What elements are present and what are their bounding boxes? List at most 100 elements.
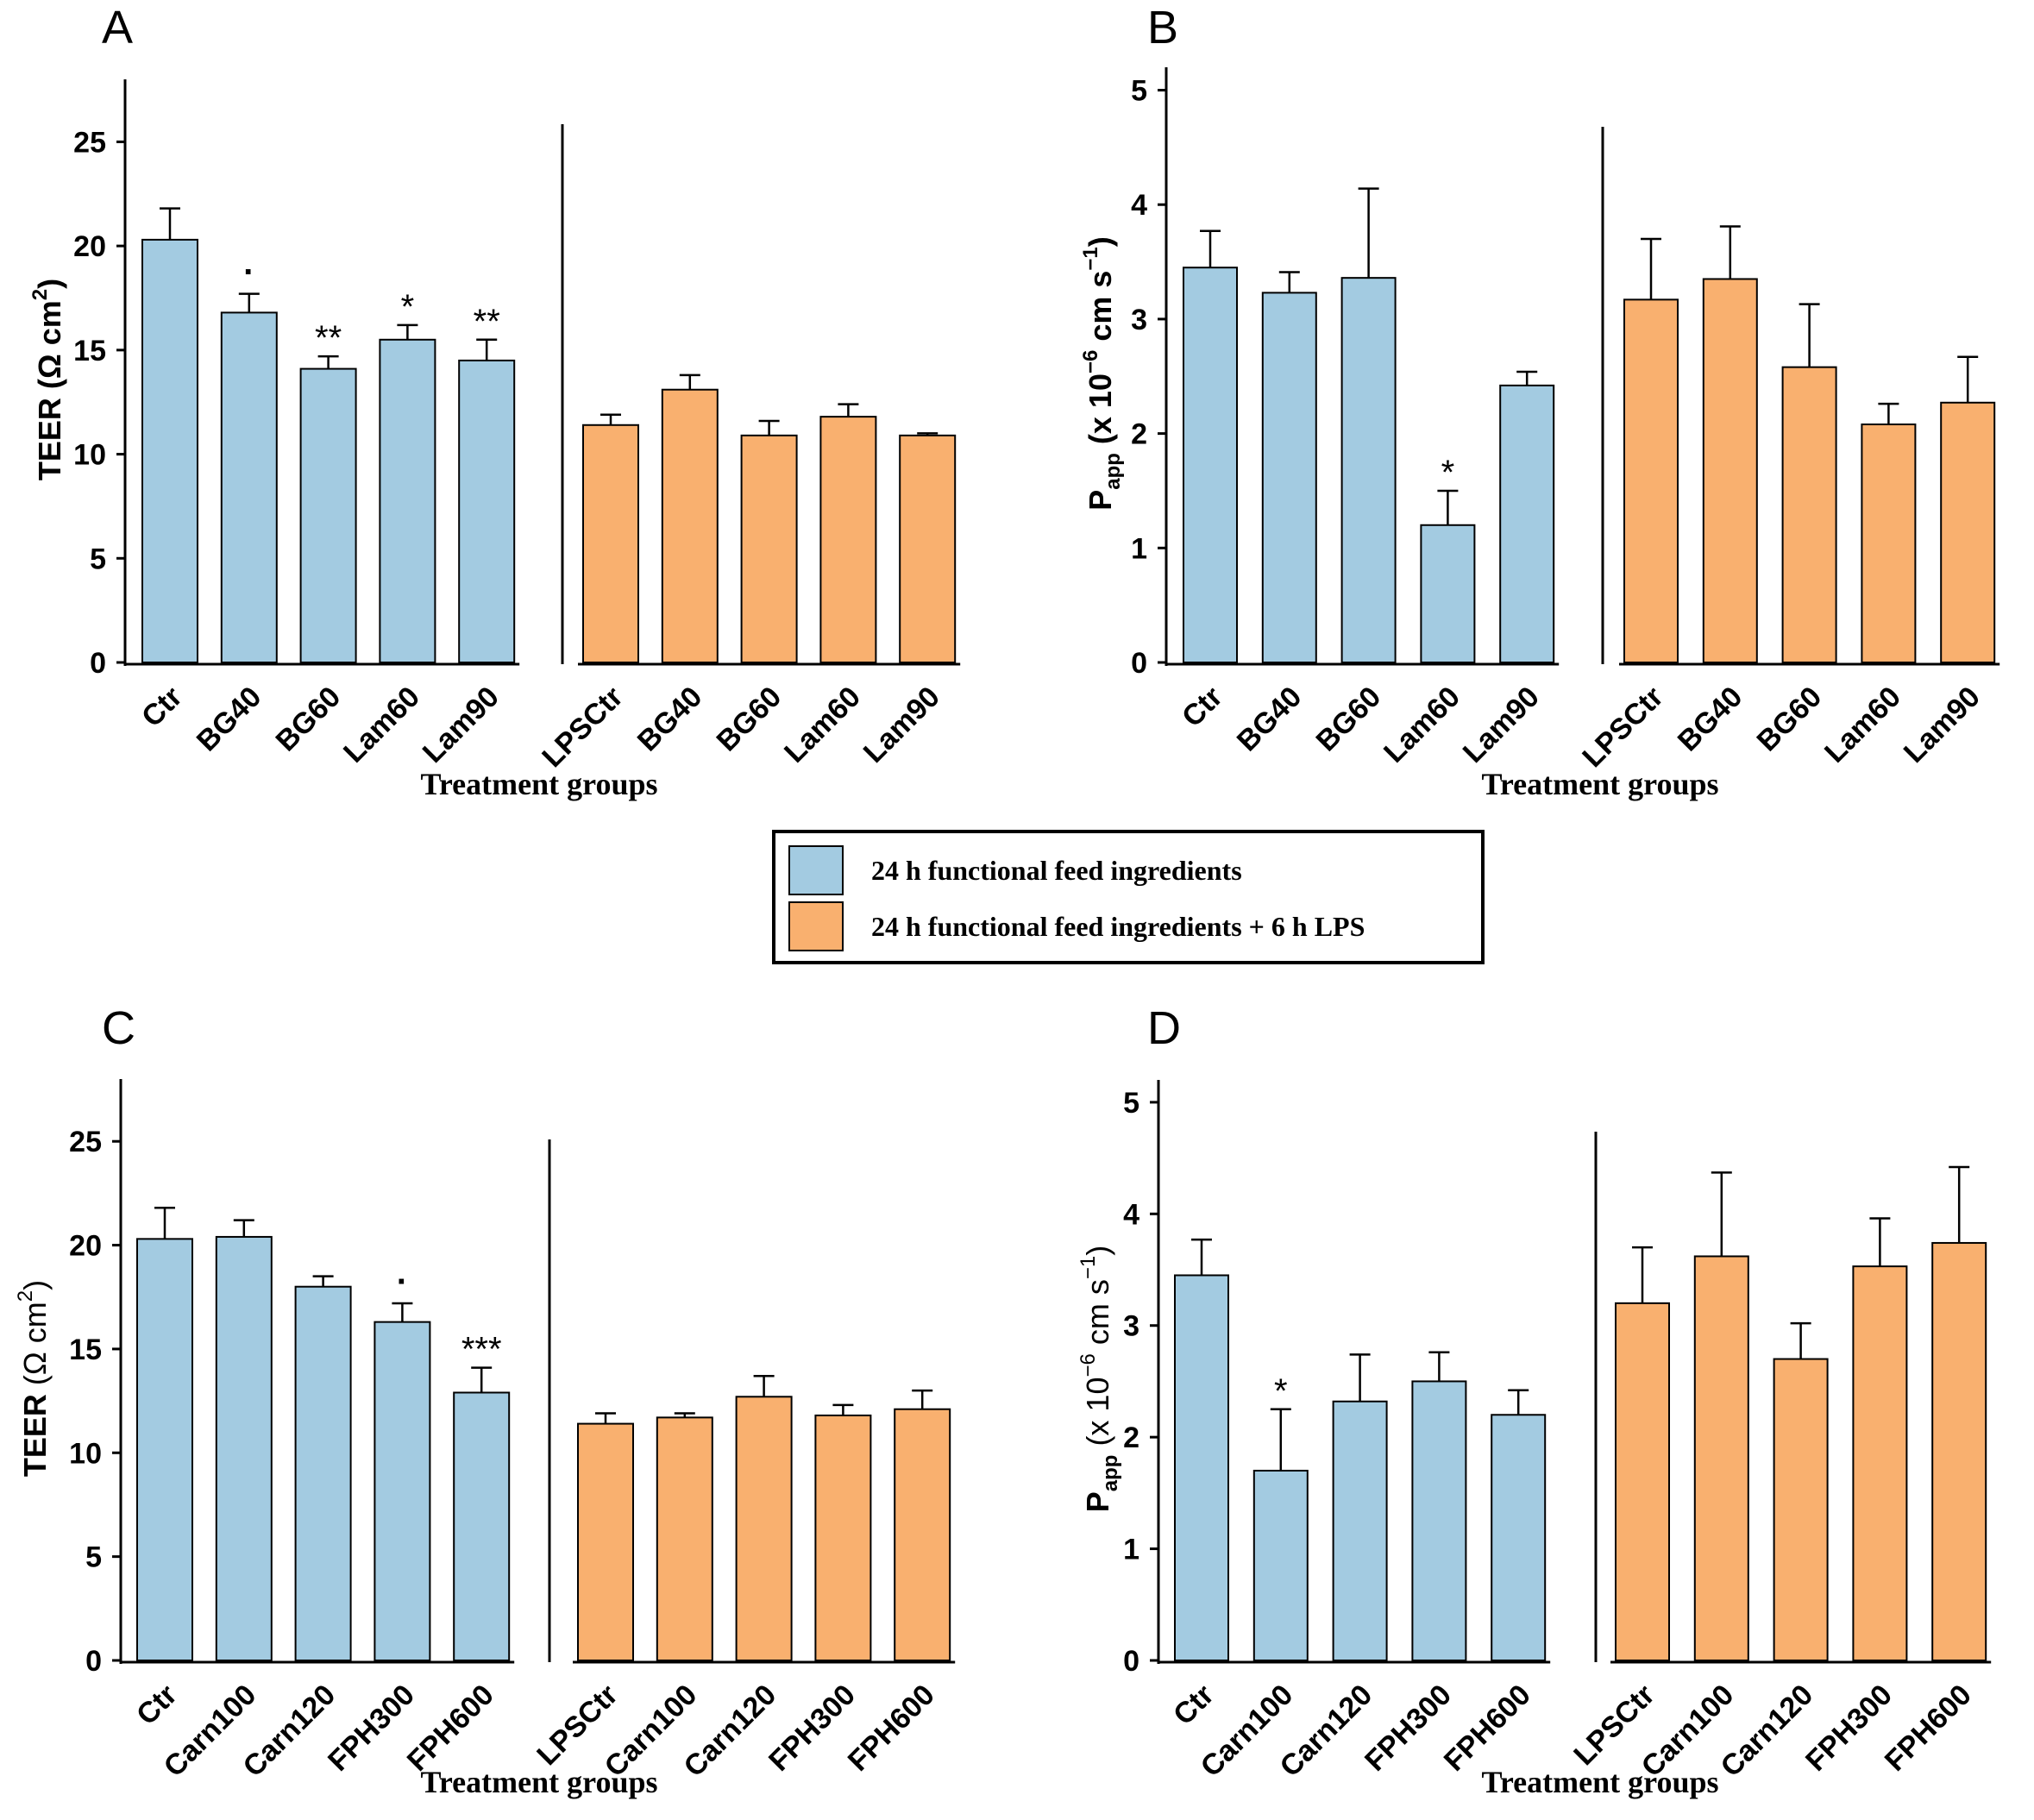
bar-d-1 xyxy=(1252,1469,1309,1661)
y-axis-title-a: TEER (Ω cm2) xyxy=(28,279,67,480)
x-tick-label-a-3: Lam60 xyxy=(337,681,426,769)
x-tick-label-a-7: BG60 xyxy=(711,681,788,758)
significance-d-1: * xyxy=(1274,1372,1288,1410)
significance-a-4: ** xyxy=(474,303,500,341)
y-tick-label-c-2: 10 xyxy=(69,1437,102,1470)
panel-letter-a: A xyxy=(102,2,133,53)
x-tick-label-b-0: Ctr xyxy=(1176,681,1229,734)
bar-a-6 xyxy=(661,388,719,663)
bar-b-8 xyxy=(1861,424,1917,663)
bar-d-9 xyxy=(1931,1241,1987,1661)
x-tick-label-d-4: FPH600 xyxy=(1438,1679,1537,1778)
x-axis-title-b: Treatment groups xyxy=(1482,767,1719,801)
bar-a-9 xyxy=(899,434,957,663)
y-tick-label-b-5: 5 xyxy=(1131,75,1147,108)
x-tick-label-a-5: LPSCtr xyxy=(536,681,629,774)
significance-a-3: * xyxy=(401,288,415,326)
bar-c-5 xyxy=(577,1422,634,1661)
x-tick-label-b-6: BG40 xyxy=(1672,681,1749,758)
bar-d-2 xyxy=(1332,1400,1388,1661)
x-tick-label-d-9: FPH600 xyxy=(1879,1679,1978,1778)
x-tick-label-b-9: Lam90 xyxy=(1898,681,1987,769)
x-tick-label-d-3: FPH300 xyxy=(1359,1679,1458,1778)
bar-d-0 xyxy=(1174,1274,1229,1661)
bar-c-9 xyxy=(894,1408,951,1661)
y-tick-label-d-5: 5 xyxy=(1123,1087,1139,1120)
y-tick-label-d-0: 0 xyxy=(1123,1645,1139,1678)
bar-c-4 xyxy=(453,1391,511,1661)
legend: 24 h functional feed ingredients 24 h fu… xyxy=(772,830,1485,964)
bar-d-6 xyxy=(1693,1255,1749,1661)
bar-d-7 xyxy=(1773,1358,1829,1662)
bar-b-7 xyxy=(1781,366,1837,663)
legend-swatch-group1 xyxy=(788,845,844,895)
x-tick-label-d-0: Ctr xyxy=(1167,1679,1221,1732)
x-tick-label-b-1: BG40 xyxy=(1231,681,1309,758)
y-tick-label-a-2: 10 xyxy=(73,439,106,472)
significance-c-4: *** xyxy=(461,1331,502,1369)
bar-b-4 xyxy=(1499,384,1555,663)
x-tick-label-a-6: BG40 xyxy=(631,681,709,758)
legend-frame xyxy=(772,830,1485,964)
bar-a-5 xyxy=(582,424,639,663)
legend-swatch-group2 xyxy=(788,901,844,951)
bar-b-5 xyxy=(1623,298,1679,663)
bar-a-0 xyxy=(141,238,198,663)
x-tick-label-a-4: Lam90 xyxy=(417,681,505,769)
x-tick-label-b-8: Lam60 xyxy=(1818,681,1907,769)
bar-d-3 xyxy=(1411,1380,1467,1661)
y-tick-label-b-1: 1 xyxy=(1131,532,1147,565)
bar-b-3 xyxy=(1420,524,1476,663)
legend-label-group2: 24 h functional feed ingredients + 6 h L… xyxy=(871,911,1365,942)
bar-a-3 xyxy=(379,338,436,663)
x-tick-label-b-3: Lam60 xyxy=(1378,681,1466,769)
x-tick-label-c-0: Ctr xyxy=(130,1679,184,1732)
y-tick-label-c-4: 20 xyxy=(69,1230,102,1263)
bar-a-8 xyxy=(819,416,877,663)
bar-c-3 xyxy=(374,1321,431,1662)
x-tick-label-a-0: Ctr xyxy=(135,681,189,734)
significance-c-3: · xyxy=(397,1263,408,1301)
x-tick-label-b-7: BG60 xyxy=(1751,681,1829,758)
bar-d-8 xyxy=(1852,1265,1908,1662)
y-tick-label-d-3: 3 xyxy=(1123,1310,1139,1343)
y-axis-title-b: Papp (x 10−6 cm s−1) xyxy=(1079,236,1125,511)
x-tick-label-a-9: Lam90 xyxy=(857,681,946,769)
bar-b-6 xyxy=(1702,278,1758,663)
bar-b-0 xyxy=(1183,267,1238,663)
y-tick-label-a-4: 20 xyxy=(73,230,106,263)
bar-d-5 xyxy=(1615,1302,1670,1662)
bar-d-4 xyxy=(1491,1414,1547,1662)
x-axis-title-a: Treatment groups xyxy=(421,767,658,801)
panel-a: A 0 5 10 15 20 25 Ctr · BG40 ** BG60 * Lam60 ** Lam90 LP… xyxy=(28,2,961,801)
x-tick-label-c-9: FPH600 xyxy=(842,1679,941,1778)
x-tick-label-a-1: BG40 xyxy=(191,681,268,758)
bar-c-2 xyxy=(294,1285,352,1661)
panel-letter-b: B xyxy=(1147,2,1178,53)
y-axis-title-d: Papp (x 10−6 cm s−1) xyxy=(1077,1246,1122,1512)
bar-b-9 xyxy=(1940,401,1996,663)
bar-a-4 xyxy=(458,359,516,663)
y-axis-title-c: TEER (Ω cm2) xyxy=(14,1280,53,1477)
bar-c-8 xyxy=(814,1414,872,1661)
x-tick-label-b-4: Lam90 xyxy=(1457,681,1546,769)
x-tick-label-c-3: FPH300 xyxy=(322,1679,421,1778)
y-tick-label-a-0: 0 xyxy=(90,647,106,680)
x-axis-title-d: Treatment groups xyxy=(1482,1765,1719,1799)
bar-c-6 xyxy=(656,1416,713,1661)
y-tick-label-b-4: 4 xyxy=(1131,189,1147,222)
y-tick-label-c-0: 0 xyxy=(85,1645,102,1678)
y-tick-label-a-1: 5 xyxy=(90,543,106,575)
y-tick-label-a-5: 25 xyxy=(73,126,106,159)
x-tick-label-b-2: BG60 xyxy=(1310,681,1388,758)
significance-a-1: · xyxy=(243,254,254,292)
legend-label-group1: 24 h functional feed ingredients xyxy=(871,855,1242,886)
x-tick-label-a-8: Lam60 xyxy=(778,681,867,769)
panel-letter-c: C xyxy=(102,1002,135,1054)
x-tick-label-a-2: BG60 xyxy=(270,681,348,758)
bar-b-1 xyxy=(1261,292,1317,663)
bar-c-1 xyxy=(215,1235,273,1661)
y-tick-label-b-0: 0 xyxy=(1131,647,1147,680)
